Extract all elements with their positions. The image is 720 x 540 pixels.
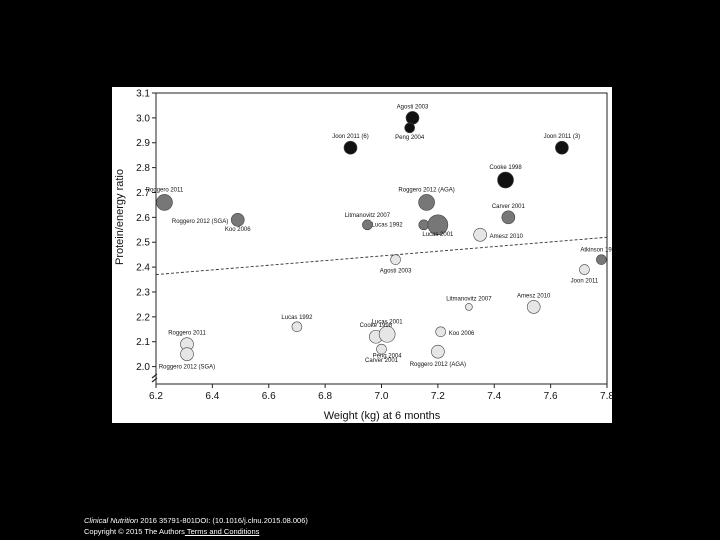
data-point (579, 264, 590, 275)
data-point (418, 194, 435, 211)
y-tick-label: 2.9 (136, 138, 150, 149)
point-label: Lucas 2001 (422, 232, 454, 238)
x-tick-label: 7.8 (600, 391, 612, 402)
point-label: Joon 2011 (6) (332, 134, 369, 140)
data-point (465, 303, 473, 311)
point-label: Roggero 2011 (168, 331, 206, 337)
point-label: Lucas 1992 (372, 222, 404, 228)
point-label: Roggero 2012 (SGA) (172, 219, 228, 225)
point-label: Peng 2004 (373, 354, 403, 360)
data-points (156, 111, 607, 361)
data-point (431, 344, 445, 359)
data-point (180, 347, 194, 361)
data-point (497, 171, 514, 189)
data-point (404, 122, 415, 134)
x-tick-label: 6.2 (149, 391, 163, 402)
x-tick-label: 7.6 (544, 391, 558, 402)
y-tick-label: 2.4 (136, 263, 150, 274)
copyright-text: Copyright © 2015 The Authors (84, 527, 185, 536)
data-point (555, 140, 569, 155)
y-tick-label: 3.1 (136, 89, 150, 100)
data-point (405, 111, 420, 125)
citation-text: 2016 35791-801DOI: (10.1016/j.clnu.2015.… (138, 516, 308, 525)
point-label: Agosti 2003 (380, 269, 412, 275)
y-tick-label: 2.1 (136, 337, 150, 348)
x-axis-title: Weight (kg) at 6 months (324, 410, 441, 422)
point-label: Litmanovitz 2007 (446, 296, 492, 302)
point-label: Amesz 2010 (490, 234, 524, 240)
chart-figure: 2.0 2.1 2.2 2.3 2.4 2.5 2.6 2.7 2.8 2.9 3.0 3.1 6.2 6… (112, 87, 623, 423)
y-tick-label: 2.3 (136, 287, 150, 298)
x-tick-label: 7.2 (431, 391, 445, 402)
data-point (427, 214, 449, 236)
x-tick-label: 6.6 (262, 391, 276, 402)
y-tick-label: 2.6 (136, 213, 150, 224)
data-point (501, 210, 516, 225)
y-tick-label: 2.5 (136, 238, 150, 249)
data-point (343, 140, 358, 155)
data-point (376, 343, 387, 355)
data-point (473, 227, 487, 242)
citation-line: Clinical Nutrition 2016 35791-801DOI: (1… (84, 515, 308, 526)
journal-name: Clinical Nutrition (84, 516, 139, 525)
data-point (390, 254, 401, 265)
data-point (596, 254, 607, 265)
point-label: Roggero 2012 (SGA) (159, 365, 215, 371)
scatter-chart: 2.0 2.1 2.2 2.3 2.4 2.5 2.6 2.7 2.8 2.9 3.0 3.1 6.2 6… (114, 89, 623, 423)
trend-line-path (155, 236, 608, 276)
point-label: Roggero 2011 (146, 187, 184, 193)
point-label: Roggero 2012 (AGA) (398, 187, 454, 193)
data-point (435, 326, 446, 338)
x-tick-label: 7.0 (375, 391, 389, 402)
data-point (156, 194, 173, 211)
data-point (362, 219, 373, 231)
terms-link[interactable]: Terms and Conditions (184, 527, 260, 536)
point-label: Joon 2011 (3) (544, 134, 581, 140)
point-label: Carver 2001 (492, 204, 526, 210)
point-label: Carver 2001 (365, 358, 399, 364)
point-label: Roggero 2012 (AGA) (410, 362, 466, 368)
point-label: Lucas 1992 (281, 315, 313, 321)
point-label: Litmanovitz 2007 (345, 213, 391, 219)
data-point (291, 321, 303, 333)
data-point (526, 300, 541, 314)
y-tick-label: 2.0 (136, 362, 150, 373)
point-label: Amesz 2010 (517, 293, 551, 299)
point-label: Koo 2006 (449, 331, 475, 337)
point-label: Agosti 2003 (397, 104, 429, 110)
x-tick-label: 6.4 (205, 391, 219, 402)
axes: 2.0 2.1 2.2 2.3 2.4 2.5 2.6 2.7 2.8 2.9 3.0 3.1 6.2 6… (136, 89, 614, 403)
x-tick-label: 6.8 (318, 391, 332, 402)
y-tick-label: 2.8 (136, 163, 150, 174)
point-label: Peng 2004 (395, 135, 425, 141)
y-axis-title: Protein/energy ratio (114, 169, 126, 265)
point-label: Cooke 1998 (489, 165, 522, 171)
point-labels: Agosti 2003 Peng 2004 Joon 2011 (6) Joon 20… (146, 104, 623, 371)
y-tick-label: 3.0 (136, 113, 150, 124)
trend-line (155, 236, 608, 276)
y-tick-label: 2.7 (136, 188, 150, 199)
point-label: Koo 2006 (225, 227, 251, 233)
copyright-line: Copyright © 2015 The Authors Terms and C… (84, 526, 308, 537)
citation-footer: Clinical Nutrition 2016 35791-801DOI: (1… (84, 515, 308, 537)
x-tick-label: 7.4 (487, 391, 501, 402)
point-label: Atkinson 1999A (580, 248, 612, 254)
data-point (230, 213, 245, 227)
point-label: Joon 2011 (571, 279, 599, 285)
y-tick-label: 2.2 (136, 312, 150, 323)
point-label: Cooke 1998 (360, 323, 393, 329)
data-point (418, 219, 430, 231)
point-label: Lucas 2001 (372, 319, 404, 325)
axis-break-mark (151, 373, 158, 383)
data-point (378, 325, 396, 343)
